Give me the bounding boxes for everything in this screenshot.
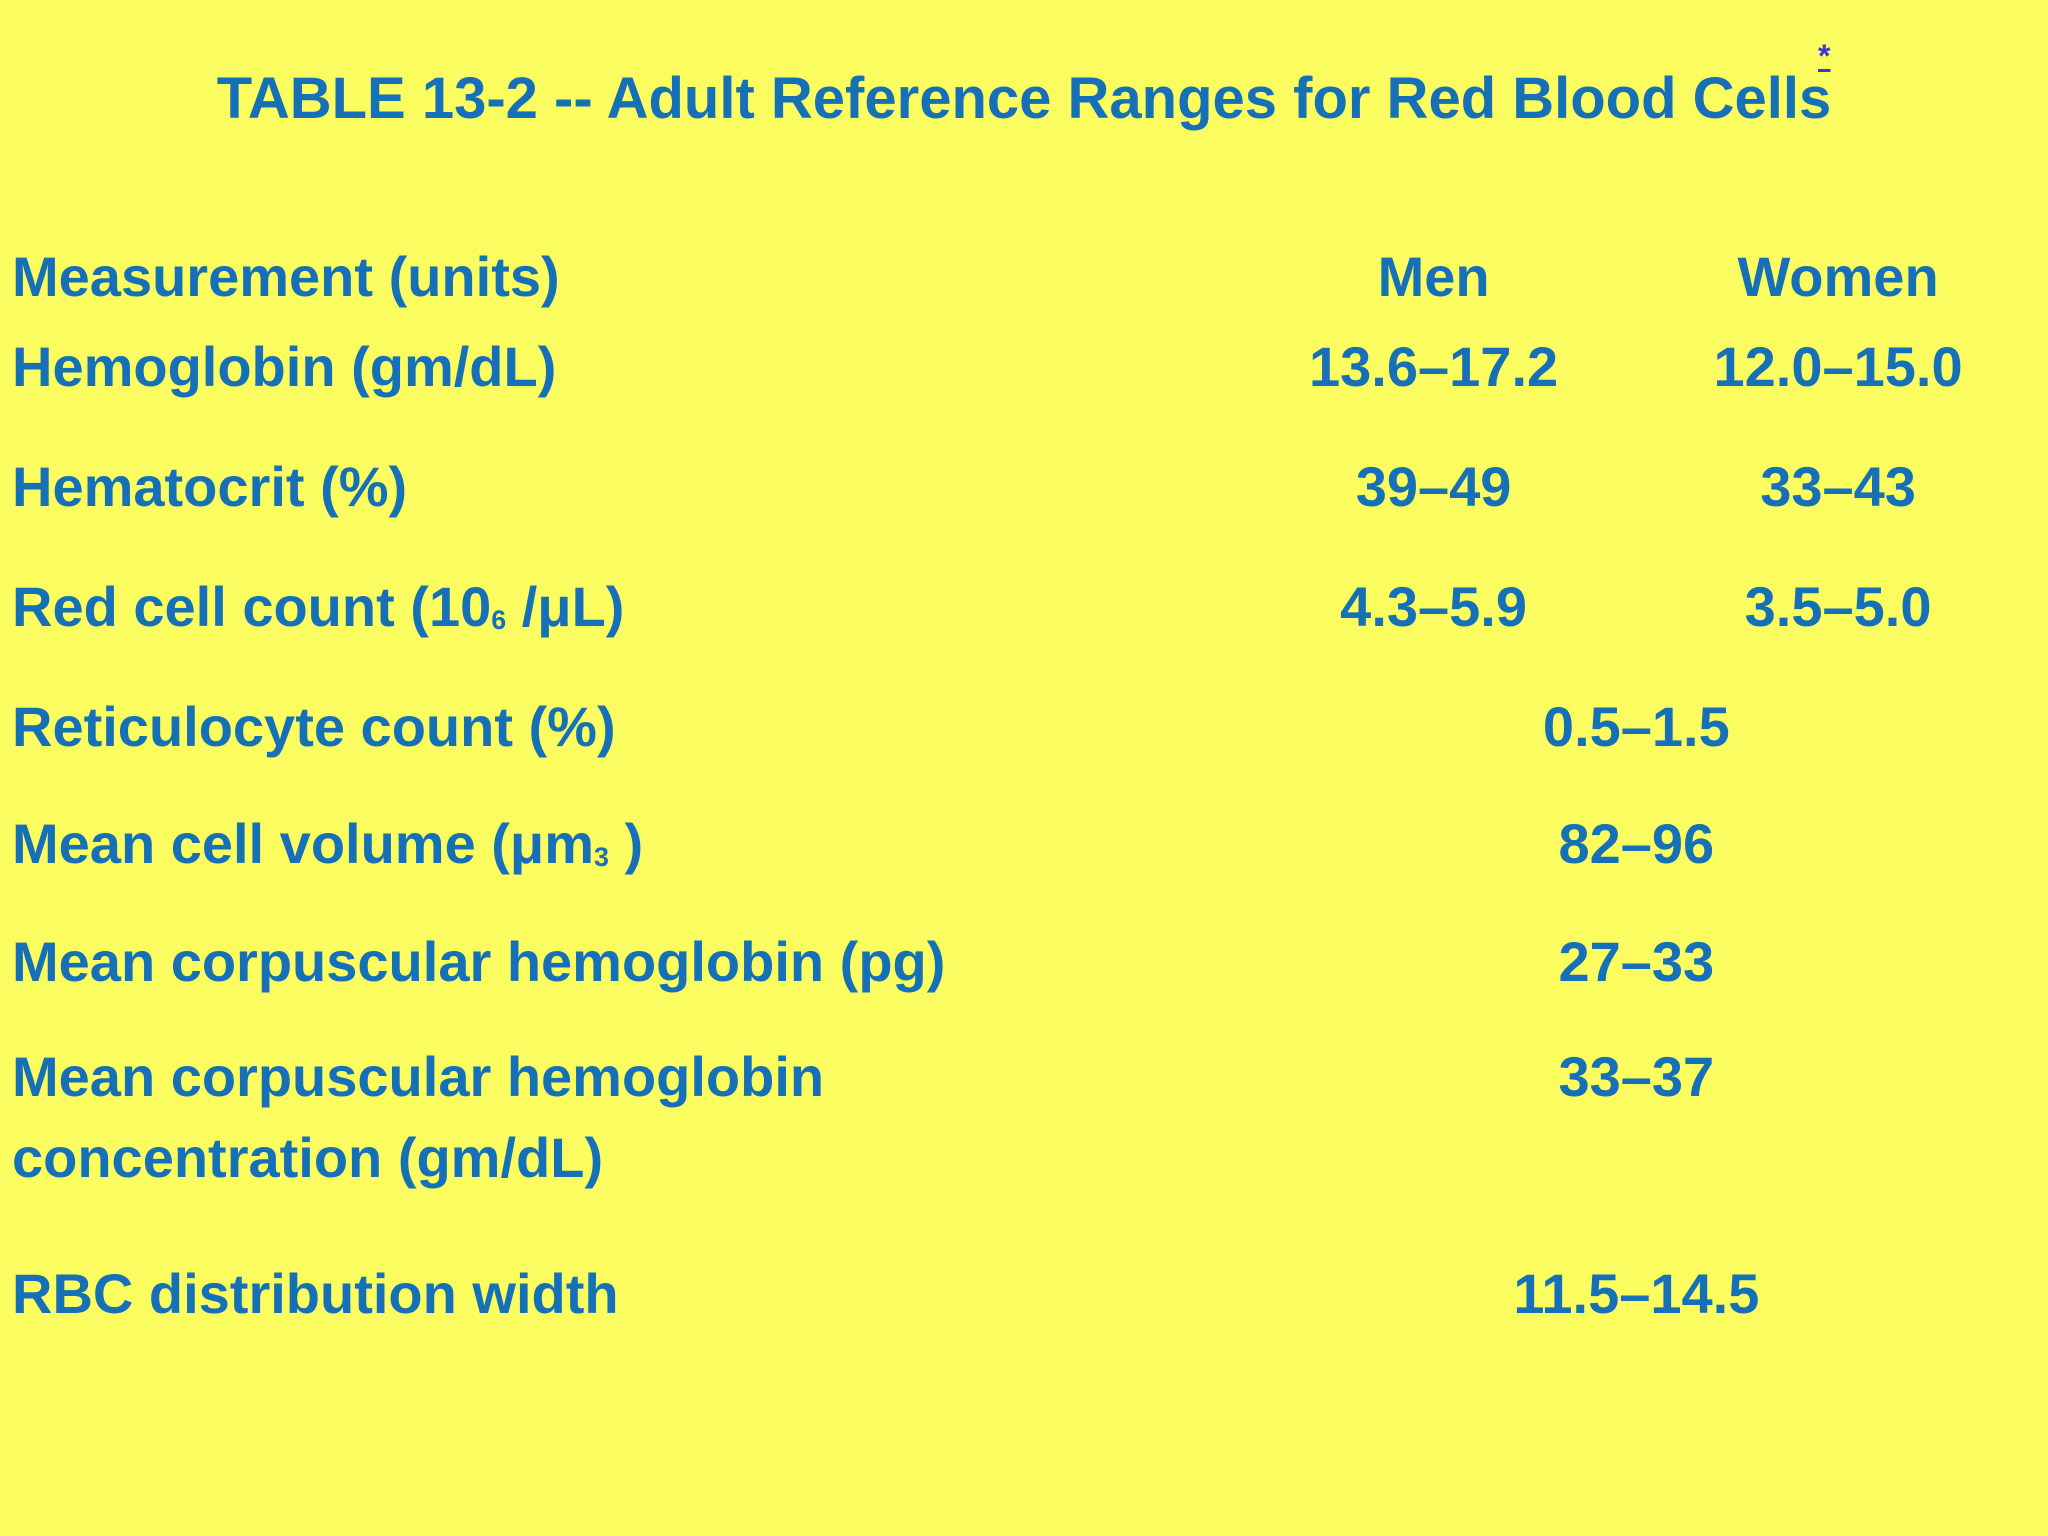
merged-value: 27–33	[1558, 930, 1715, 993]
women-value: 3.5–5.0	[1744, 575, 1932, 638]
merged-value: 0.5–1.5	[1542, 695, 1730, 758]
footnote-asterisk-link[interactable]: *	[1818, 38, 1831, 74]
header-men: Men	[1377, 245, 1490, 308]
row-label: Mean corpuscular hemoglobin (pg)	[12, 930, 946, 993]
women-value: 12.0–15.0	[1713, 335, 1963, 398]
subscript-3: 3	[593, 842, 609, 873]
row-label: Red cell count (106 /μL)	[12, 575, 625, 638]
men-value: 13.6–17.2	[1309, 335, 1559, 398]
page-title: TABLE 13-2 -- Adult Reference Ranges for…	[216, 66, 1832, 131]
women-value: 33–43	[1760, 455, 1916, 518]
row-label: RBC distribution width	[12, 1262, 619, 1325]
men-value: 4.3–5.9	[1340, 575, 1528, 638]
row-label: Mean corpuscular hemoglobin concentratio…	[12, 1045, 825, 1190]
row-label: Hemoglobin (gm/dL)	[12, 335, 557, 398]
men-value: 39–49	[1355, 455, 1512, 518]
subscript-6: 6	[491, 605, 507, 636]
merged-value: 82–96	[1558, 812, 1715, 875]
row-label: Mean cell volume (μm3 )	[12, 812, 644, 875]
header-women: Women	[1737, 245, 1939, 308]
row-label: Hematocrit (%)	[12, 455, 408, 518]
merged-value: 33–37	[1558, 1045, 1715, 1108]
merged-value: 11.5–14.5	[1513, 1262, 1760, 1325]
header-measurement: Measurement (units)	[12, 245, 560, 308]
row-label: Reticulocyte count (%)	[12, 695, 616, 758]
